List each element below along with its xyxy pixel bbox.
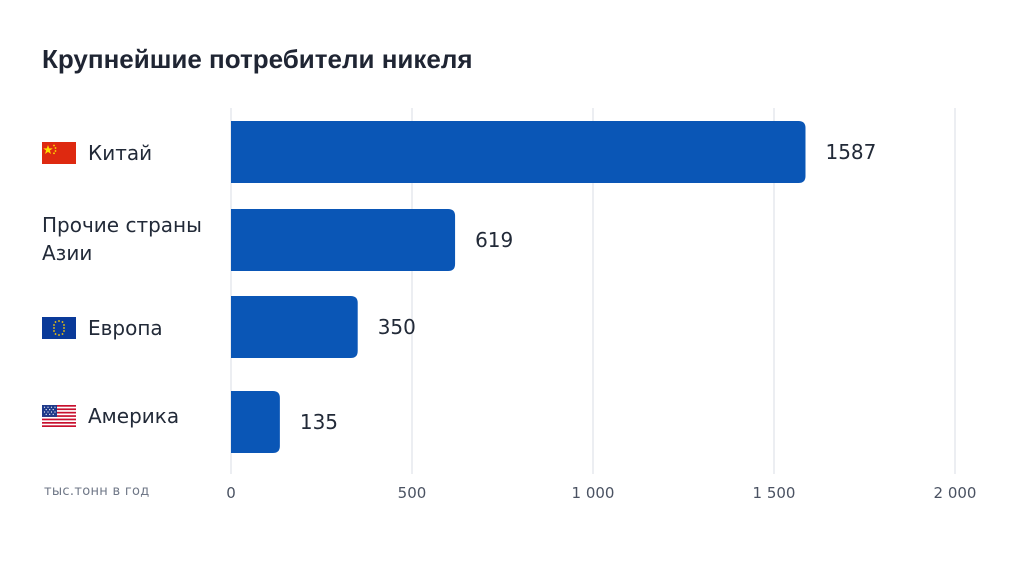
- category-label-america: Америка: [42, 402, 179, 430]
- category-name: Америка: [88, 404, 180, 428]
- category-label-china: Китай: [42, 139, 152, 167]
- category-name: Китай: [88, 141, 153, 165]
- china-flag-icon: [42, 142, 76, 164]
- usa-flag-icon: [42, 405, 76, 427]
- x-tick-label: 2 000: [934, 484, 977, 502]
- category-label-other-asia: Прочие страны Азии: [42, 211, 202, 267]
- bar-value-label: 619: [475, 228, 513, 252]
- unit-label: тыс.тонн в год: [44, 484, 150, 499]
- chart-title: Крупнейшие потребители никеля: [42, 44, 473, 74]
- x-tick-label: 1 500: [753, 484, 796, 502]
- bar: [231, 296, 358, 358]
- category-name: Европа: [88, 316, 163, 340]
- bar: [231, 121, 806, 183]
- bar-value-label: 135: [300, 410, 338, 434]
- bar-value-label: 350: [378, 315, 416, 339]
- bar-value-label: 1587: [825, 140, 876, 164]
- eu-flag-icon: [42, 317, 76, 339]
- bar: [231, 209, 456, 271]
- x-tick-label: 1 000: [572, 484, 615, 502]
- x-tick-label: 500: [398, 484, 427, 502]
- category-label-europe: Европа: [42, 314, 163, 342]
- bar: [231, 391, 280, 453]
- x-tick-label: 0: [226, 484, 236, 502]
- category-name: Прочие страны Азии: [42, 213, 202, 265]
